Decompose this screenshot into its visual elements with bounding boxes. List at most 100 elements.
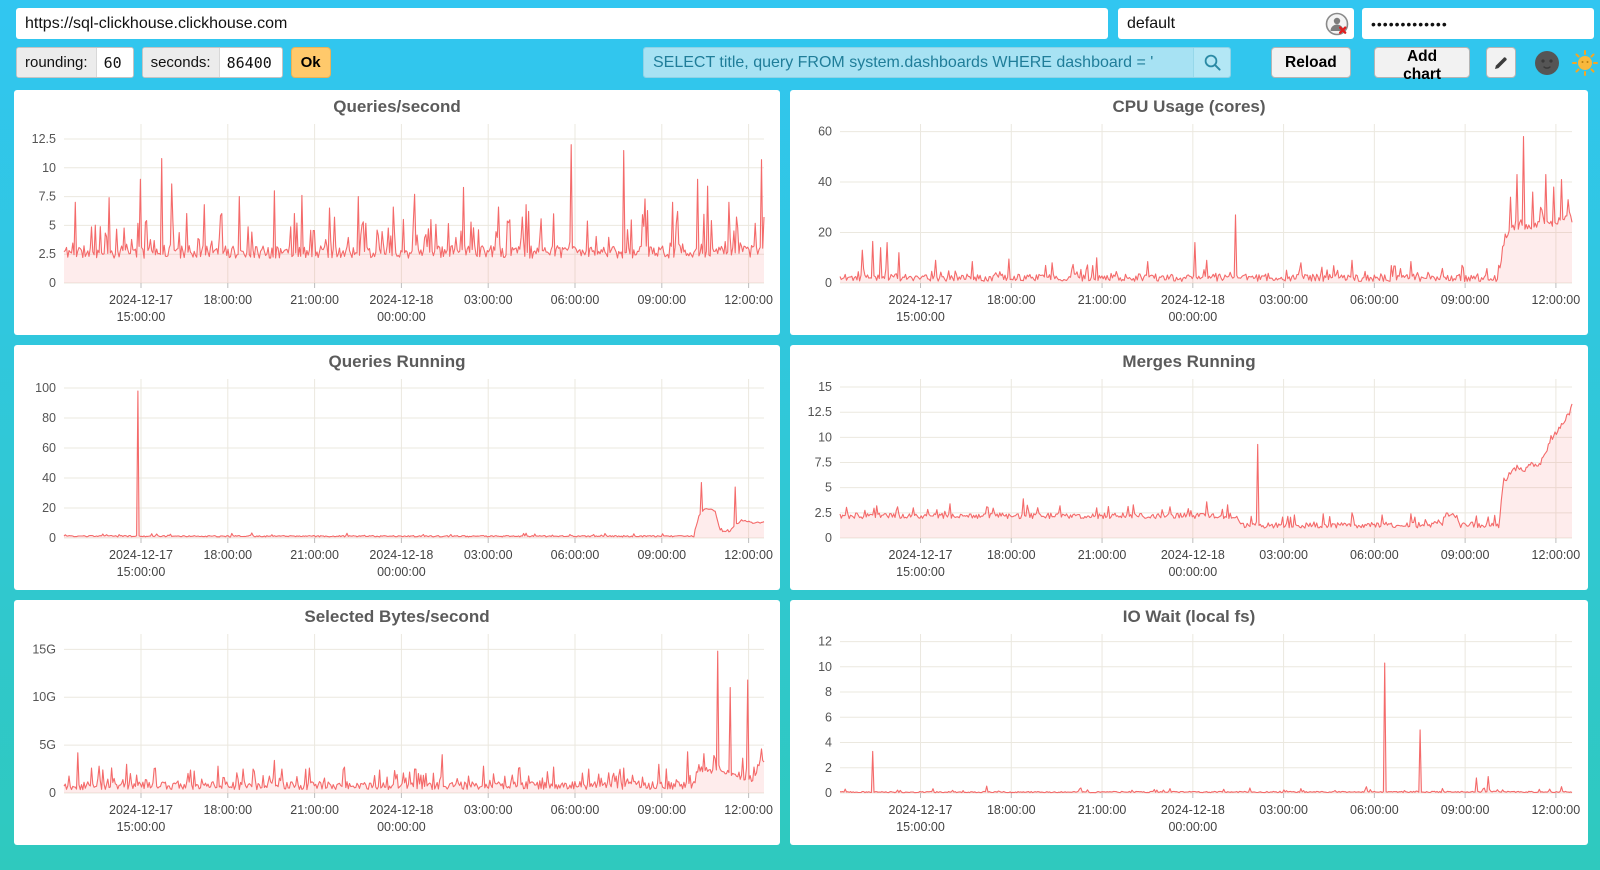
chart-canvas-queries-per-second[interactable]: 0 2.5 5 7.5 10 12.5 2024-12-17 15:00:00 18:00:00…: [14, 90, 780, 335]
chart-panel-io-wait: 0 2 4 6 8 10 12 2024-12-17 15:00:00 18:00:00 21:00…: [790, 600, 1588, 845]
svg-text:15:00:00: 15:00:00: [896, 310, 945, 324]
username-input[interactable]: [1118, 8, 1354, 39]
reload-button[interactable]: Reload: [1271, 47, 1351, 78]
svg-text:2024-12-18: 2024-12-18: [1161, 548, 1225, 562]
svg-text:06:00:00: 06:00:00: [1350, 803, 1399, 817]
svg-text:18:00:00: 18:00:00: [987, 293, 1036, 307]
svg-text:00:00:00: 00:00:00: [377, 565, 426, 579]
svg-text:0: 0: [825, 531, 832, 545]
svg-text:12:00:00: 12:00:00: [1532, 803, 1581, 817]
rounding-field-group: rounding:: [16, 47, 134, 78]
chart-panel-queries-per-second: 0 2.5 5 7.5 10 12.5 2024-12-17 15:00:00 18:00:00…: [14, 90, 780, 335]
edit-queries-button[interactable]: [1486, 47, 1516, 78]
svg-text:60: 60: [42, 441, 56, 455]
svg-text:03:00:00: 03:00:00: [1259, 293, 1308, 307]
svg-text:2024-12-18: 2024-12-18: [1161, 803, 1225, 817]
svg-text:5: 5: [49, 218, 56, 232]
svg-text:18:00:00: 18:00:00: [987, 548, 1036, 562]
chart-panel-cpu-usage: 0 20 40 60 2024-12-17 15:00:00 18:00:00 21:00:0…: [790, 90, 1588, 335]
seconds-input[interactable]: [219, 48, 282, 77]
svg-text:2024-12-18: 2024-12-18: [1161, 293, 1225, 307]
svg-text:00:00:00: 00:00:00: [377, 310, 426, 324]
svg-text:21:00:00: 21:00:00: [1078, 803, 1127, 817]
pencil-icon: [1495, 56, 1507, 69]
svg-text:15:00:00: 15:00:00: [117, 565, 166, 579]
svg-text:2024-12-17: 2024-12-17: [109, 548, 173, 562]
svg-text:00:00:00: 00:00:00: [1168, 820, 1217, 834]
svg-text:03:00:00: 03:00:00: [464, 803, 513, 817]
svg-text:10: 10: [818, 430, 832, 444]
sun-icon: [1572, 49, 1598, 76]
light-theme-toggle[interactable]: [1570, 48, 1600, 78]
svg-text:03:00:00: 03:00:00: [464, 293, 513, 307]
svg-text:5G: 5G: [39, 738, 56, 752]
svg-text:15G: 15G: [32, 642, 56, 656]
seconds-label: seconds:: [142, 48, 220, 77]
svg-text:18:00:00: 18:00:00: [203, 803, 252, 817]
svg-text:100: 100: [35, 381, 56, 395]
svg-text:00:00:00: 00:00:00: [1168, 310, 1217, 324]
svg-text:40: 40: [818, 175, 832, 189]
seconds-field-group: seconds:: [141, 47, 283, 78]
actions-cluster: Reload Add chart: [1271, 47, 1600, 83]
add-chart-button[interactable]: Add chart: [1373, 47, 1471, 83]
svg-text:18:00:00: 18:00:00: [987, 803, 1036, 817]
dark-theme-toggle[interactable]: [1532, 48, 1562, 78]
search-icon: [1204, 54, 1221, 71]
svg-text:0: 0: [49, 531, 56, 545]
svg-text:09:00:00: 09:00:00: [637, 803, 686, 817]
svg-text:6: 6: [825, 710, 832, 724]
svg-text:5: 5: [825, 481, 832, 495]
svg-text:80: 80: [42, 411, 56, 425]
rounding-input[interactable]: [96, 48, 133, 77]
chart-canvas-cpu-usage[interactable]: 0 20 40 60 2024-12-17 15:00:00 18:00:00 21:00:0…: [790, 90, 1588, 335]
svg-text:2024-12-17: 2024-12-17: [109, 803, 173, 817]
svg-text:03:00:00: 03:00:00: [1259, 803, 1308, 817]
svg-text:00:00:00: 00:00:00: [1168, 565, 1217, 579]
password-input[interactable]: [1362, 8, 1594, 39]
chart-canvas-merges-running[interactable]: 0 2.5 5 7.5 10 12.5 15 2024-12-17 15:00:00 18:00:…: [790, 345, 1588, 590]
svg-text:06:00:00: 06:00:00: [1350, 293, 1399, 307]
svg-text:15:00:00: 15:00:00: [117, 820, 166, 834]
svg-text:12:00:00: 12:00:00: [1532, 548, 1581, 562]
svg-text:09:00:00: 09:00:00: [1441, 293, 1490, 307]
svg-text:0: 0: [825, 276, 832, 290]
chart-canvas-io-wait[interactable]: 0 2 4 6 8 10 12 2024-12-17 15:00:00 18:00:00 21:00…: [790, 600, 1588, 845]
svg-text:06:00:00: 06:00:00: [551, 293, 600, 307]
svg-text:21:00:00: 21:00:00: [1078, 548, 1127, 562]
ok-button[interactable]: Ok: [290, 47, 331, 78]
svg-text:12.5: 12.5: [808, 405, 832, 419]
svg-text:15:00:00: 15:00:00: [896, 565, 945, 579]
params-cluster: rounding: seconds: Ok: [16, 47, 331, 78]
svg-text:12:00:00: 12:00:00: [724, 548, 773, 562]
svg-text:2024-12-17: 2024-12-17: [889, 548, 953, 562]
svg-text:0: 0: [49, 786, 56, 800]
chart-canvas-queries-running[interactable]: 0 20 40 60 80 100 2024-12-17 15:00:00 18:00:00 21…: [14, 345, 780, 590]
svg-text:2: 2: [825, 761, 832, 775]
dashboard-query-wrap: [643, 47, 1231, 78]
dark-moon-icon: [1535, 50, 1559, 75]
svg-text:03:00:00: 03:00:00: [464, 548, 513, 562]
svg-text:20: 20: [42, 501, 56, 515]
chart-panel-selected-bytes: 0 5G 10G 15G 2024-12-17 15:00:00 18:00:00 21:00…: [14, 600, 780, 845]
run-query-button[interactable]: [1193, 48, 1230, 77]
svg-text:06:00:00: 06:00:00: [551, 548, 600, 562]
svg-text:12:00:00: 12:00:00: [724, 803, 773, 817]
password-manager-icon[interactable]: [1325, 12, 1349, 36]
dashboard-query-input[interactable]: [644, 48, 1193, 77]
svg-text:2024-12-17: 2024-12-17: [889, 293, 953, 307]
svg-text:7.5: 7.5: [815, 456, 832, 470]
svg-text:00:00:00: 00:00:00: [377, 820, 426, 834]
server-url-input[interactable]: [16, 8, 1108, 39]
svg-text:18:00:00: 18:00:00: [203, 548, 252, 562]
svg-text:21:00:00: 21:00:00: [290, 293, 339, 307]
svg-text:15:00:00: 15:00:00: [117, 310, 166, 324]
svg-text:8: 8: [825, 685, 832, 699]
svg-text:12:00:00: 12:00:00: [724, 293, 773, 307]
chart-panel-merges-running: 0 2.5 5 7.5 10 12.5 15 2024-12-17 15:00:00 18:00:…: [790, 345, 1588, 590]
svg-text:06:00:00: 06:00:00: [551, 803, 600, 817]
svg-text:09:00:00: 09:00:00: [637, 548, 686, 562]
svg-text:2024-12-17: 2024-12-17: [109, 293, 173, 307]
chart-canvas-selected-bytes[interactable]: 0 5G 10G 15G 2024-12-17 15:00:00 18:00:00 21:00…: [14, 600, 780, 845]
svg-text:2024-12-18: 2024-12-18: [369, 803, 433, 817]
